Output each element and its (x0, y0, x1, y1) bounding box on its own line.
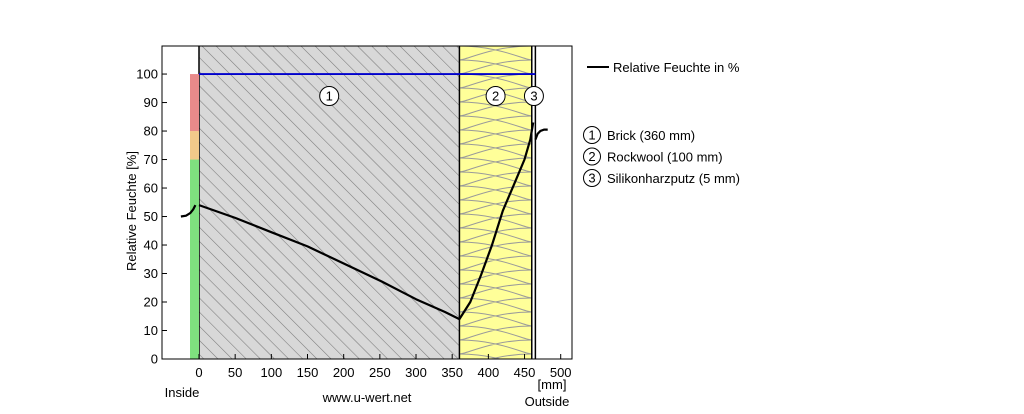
layer-legend: 1 Brick (360 mm) 2 Rockwool (100 mm) 3 Siliko… (583, 126, 740, 187)
legend-layer-2-circle (583, 147, 601, 166)
legend-layer-3-circle (583, 169, 601, 187)
legend-layer-3-number: 3 (588, 171, 595, 186)
layer-3-fill (531, 46, 536, 359)
comfort-segment-0 (190, 159, 199, 359)
x-tick-label: 300 (405, 365, 427, 380)
y-tick-label: 10 (144, 323, 158, 338)
layer-3-marker-number: 3 (530, 89, 537, 104)
y-axis-label: Relative Feuchte [%] (124, 151, 139, 271)
x-tick-label: 350 (441, 365, 463, 380)
layer-2-marker (485, 86, 506, 106)
x-tick-label: 150 (297, 365, 319, 380)
y-tick-label: 90 (144, 95, 158, 110)
outside-boundary-curve (534, 128, 548, 140)
legend-layer-2-number: 2 (588, 149, 595, 164)
x-tick-label: 250 (369, 365, 391, 380)
y-tick-label: 60 (144, 181, 158, 196)
data-lines (180, 73, 548, 321)
x-tick-label: 50 (228, 365, 242, 380)
plot-frame (161, 45, 573, 360)
layer-2-marker-number: 2 (492, 89, 499, 104)
y-tick-label: 40 (144, 238, 158, 253)
layer-1-marker-number: 1 (326, 89, 333, 104)
x-axis-unit: [mm] (538, 377, 567, 392)
y-tick-label: 30 (144, 266, 158, 281)
inside-boundary-curve (180, 204, 197, 218)
wall-layers (198, 46, 537, 359)
x-tick-label: 200 (333, 365, 355, 380)
layer-markers: 1 2 3 (319, 86, 544, 106)
x-tick-label: 400 (478, 365, 500, 380)
series-line-0 (198, 122, 535, 321)
layer-3-marker (523, 86, 544, 106)
inside-label: Inside (165, 385, 200, 400)
y-tick-label: 80 (144, 124, 158, 139)
layer-2-texture (459, 46, 532, 359)
x-tick-label: 0 (195, 365, 202, 380)
y-tick-label: 0 (151, 352, 158, 367)
legend-layer-1-number: 1 (588, 128, 595, 143)
x-tick-label: 450 (514, 365, 536, 380)
legend-layer-2-label: Rockwool (100 mm) (607, 150, 723, 165)
y-tick-label: 20 (144, 295, 158, 310)
legend-layer-1-label: Brick (360 mm) (607, 128, 695, 143)
comfort-bar (190, 74, 199, 359)
legend-layer-3-label: Silikonharzputz (5 mm) (607, 171, 740, 186)
legend-series-label: Relative Feuchte in % (613, 60, 740, 75)
y-tick-label: 70 (144, 152, 158, 167)
x-tick-label: 100 (260, 365, 282, 380)
legend: Relative Feuchte in % (587, 60, 740, 75)
legend-layer-1-circle (583, 126, 601, 144)
y-tick-label: 100 (136, 67, 158, 82)
layer-1-marker (319, 86, 340, 106)
source-label: www.u-wert.net (322, 390, 412, 405)
comfort-segment-1 (190, 131, 199, 160)
y-tick-label: 50 (144, 209, 158, 224)
comfort-segment-2 (190, 74, 199, 132)
axes: 0 10 20 30 40 50 60 70 80 90 100 0 50 100 150 200 250 300… (136, 45, 573, 380)
x-tick-label: 500 (550, 365, 572, 380)
outside-label: Outside (525, 394, 570, 409)
